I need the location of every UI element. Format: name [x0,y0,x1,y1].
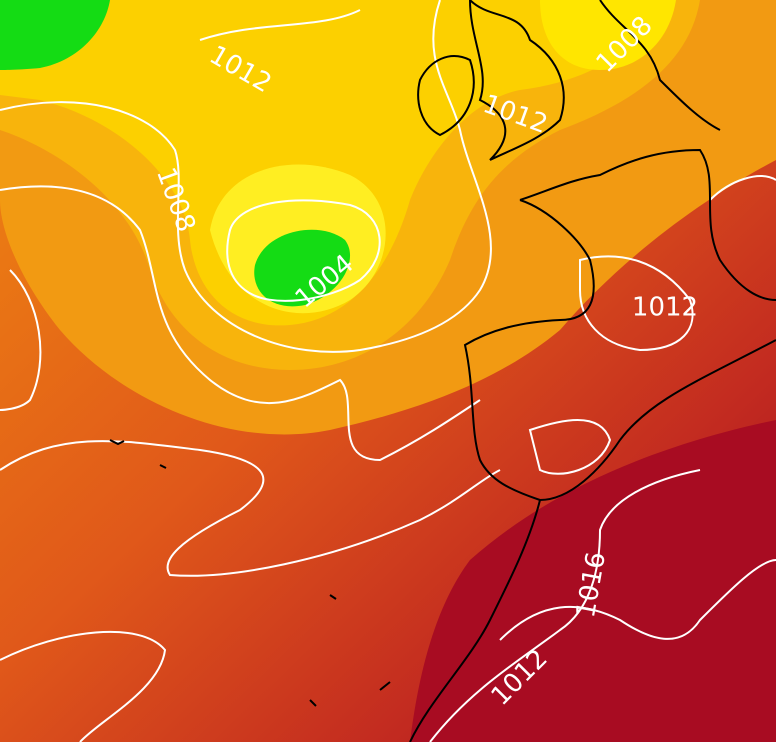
coastline-iberia [463,199,776,502]
isobar [0,269,42,411]
isobar [528,419,612,475]
coastline-britain [469,0,565,161]
isobar [709,175,776,201]
isobar [429,469,701,742]
isobar-label: 1012 [632,293,698,323]
islands [109,439,391,707]
isobar [0,185,481,462]
low-center [254,229,351,307]
isobar [579,255,694,352]
isobar [226,199,381,302]
isobar [0,440,501,577]
band-yellow-north [540,0,676,70]
coastlines [109,0,776,742]
isobar [199,9,361,41]
band-yellow [0,0,660,326]
isobar [499,559,776,641]
coastline-north [599,0,721,131]
coastline-ireland [417,55,475,137]
isobar [0,0,492,353]
coastline-africa [409,499,541,742]
coastline-france [519,148,776,301]
isobar [0,630,167,742]
low-corner [0,0,110,70]
